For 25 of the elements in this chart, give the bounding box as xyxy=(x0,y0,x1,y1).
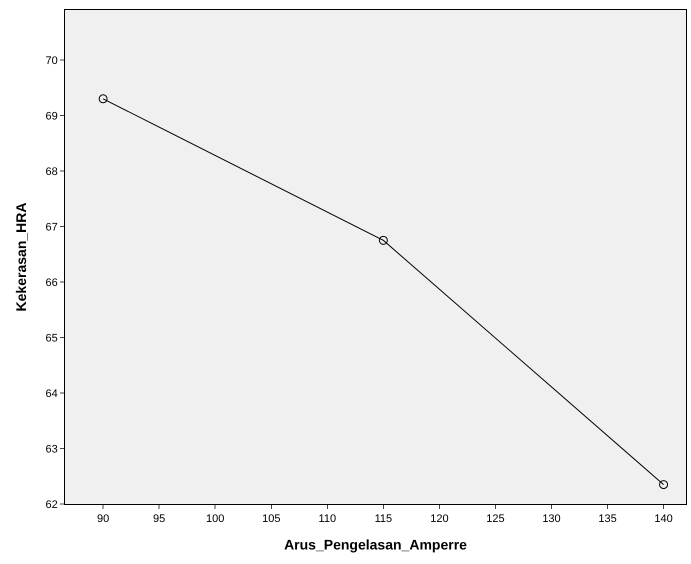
x-tick-label: 135 xyxy=(598,513,617,526)
x-tick-label: 95 xyxy=(153,513,166,526)
y-tick-label: 69 xyxy=(46,110,58,122)
x-tick-label: 90 xyxy=(96,513,110,526)
x-tick-label: 105 xyxy=(262,513,280,526)
y-tick-label: 65 xyxy=(46,332,58,344)
y-tick-label: 67 xyxy=(46,221,58,234)
y-axis-title: Kekerasan_HRA xyxy=(13,202,30,312)
x-tick-label: 140 xyxy=(654,513,673,526)
x-tick-label: 100 xyxy=(206,513,224,526)
y-tick-label: 68 xyxy=(46,166,58,178)
x-tick-label: 115 xyxy=(374,513,392,526)
y-tick-label: 63 xyxy=(46,443,58,456)
point xyxy=(659,480,668,490)
x-tick-label: 120 xyxy=(430,513,449,526)
x-tick-label: 110 xyxy=(318,513,336,526)
y-tick-label: 64 xyxy=(46,388,58,400)
point xyxy=(378,236,388,245)
y-tick-label: 62 xyxy=(46,498,58,511)
y-tick-label: 66 xyxy=(46,276,58,289)
x-tick-label: 130 xyxy=(542,513,561,526)
point xyxy=(98,94,108,104)
y-tick-label: 70 xyxy=(46,54,58,67)
x-axis-title: Arus_Pengelasan_Amperre xyxy=(284,536,468,552)
x-tick-label: 125 xyxy=(486,513,505,526)
